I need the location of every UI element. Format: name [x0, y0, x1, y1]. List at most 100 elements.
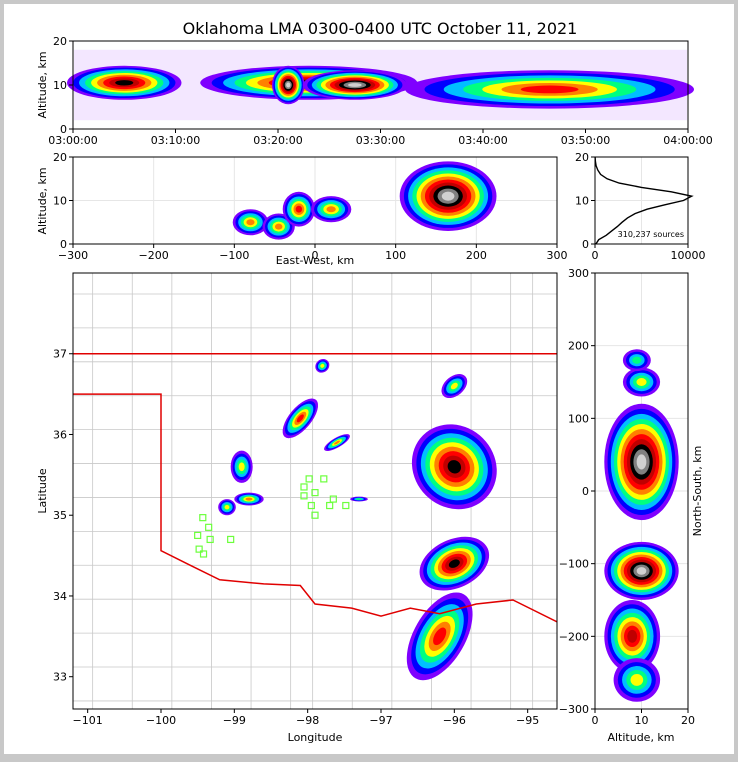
station-marker [300, 483, 308, 491]
histogram-axes: 0 10000 0 10 20 [575, 151, 706, 262]
east-west-ytick-label: 10 [53, 195, 67, 208]
station-marker [320, 475, 328, 483]
station-marker [199, 550, 208, 558]
plan-view-ytick-label: 34 [53, 590, 67, 603]
time-height-band-4-level-6 [520, 85, 579, 94]
time-height-xtick-label: 03:10:00 [151, 134, 200, 147]
time-height-ytick-label: 10 [53, 79, 67, 92]
north-south-xtick-label: 0 [592, 714, 599, 727]
figure-title: Oklahoma LMA 0300-0400 UTC October 11, 2… [183, 19, 578, 38]
plan-view-ytick-label: 33 [53, 671, 67, 684]
north-south-ytick-label: 100 [568, 412, 589, 425]
east-west-xtick-label: 300 [547, 249, 568, 262]
storm-cell-8-level-4 [238, 462, 245, 472]
plan-view-xtick-label: −95 [516, 714, 539, 727]
east-west-cell-0-level-5 [246, 219, 255, 226]
station-marker [326, 501, 334, 510]
north-south-ytick-label: 200 [568, 340, 589, 353]
time-height-ylabel: Altitude, km [36, 51, 49, 118]
station-marker [307, 501, 315, 510]
histogram-ytick-label: 10 [575, 195, 589, 208]
altitude-histogram-panel: 0 10000 0 10 20 310,237 sources [575, 151, 706, 262]
north-south-ylabel: North-South, km [691, 446, 704, 537]
east-west-density [232, 161, 497, 240]
plan-view-frame [72, 272, 558, 710]
east-west-xtick-label: −300 [58, 249, 88, 262]
time-height-density [67, 49, 694, 121]
station-marker [342, 501, 350, 510]
storm-cell-0-level-8 [447, 460, 462, 474]
north-south-xtick-label: 10 [635, 714, 649, 727]
source-count-annotation: 310,237 sources [618, 230, 684, 239]
histogram-line [594, 156, 694, 245]
north-south-xtick-label: 20 [681, 714, 695, 727]
east-west-xtick-label: 100 [385, 249, 406, 262]
storm-cell-10-level-3 [356, 498, 362, 501]
north-south-cell-3-level-4 [630, 673, 644, 686]
station-marker [195, 545, 203, 553]
storm-cell-9-level-4 [224, 504, 230, 510]
east-west-xtick-label: 0 [312, 249, 319, 262]
storm-cell-5-level-4 [320, 363, 325, 368]
plan-view-ytick-label: 36 [53, 428, 67, 441]
time-height-xtick-label: 03:40:00 [458, 134, 507, 147]
storm-cell-1-level-8 [448, 559, 460, 568]
station-marker [194, 531, 202, 540]
oklahoma-border [73, 352, 557, 623]
north-south-cell-2-level-7 [627, 629, 638, 643]
station-marker [206, 535, 214, 544]
time-height-band-2-level-10 [286, 82, 291, 88]
north-south-ytick-label: −100 [559, 558, 589, 571]
east-west-cell-2-level-6 [295, 205, 303, 213]
north-south-xlabel: Altitude, km [607, 731, 674, 744]
north-south-cell-5-level-3 [632, 356, 642, 364]
storm-cell-6-level-5 [334, 440, 340, 445]
north-south-axes: 0 10 20 −300 −200 −100 0 100 200 300 [559, 267, 695, 727]
east-west-ylabel: Altitude, km [36, 167, 49, 234]
north-south-cell-0-level-10 [636, 454, 647, 470]
east-west-panel: −300 −200 −100 0 100 200 300 0 10 20 East-West, k… [36, 151, 568, 267]
plan-view-ytick-label: 37 [53, 348, 67, 361]
plan-view-ylabel: Latitude [36, 468, 49, 514]
time-height-ytick-label: 20 [53, 35, 67, 48]
time-height-band-3-level-10 [348, 83, 362, 87]
lma-stations [194, 475, 350, 558]
time-height-band-0-level-8 [115, 80, 134, 86]
altitude-north-south-panel: 0 10 20 −300 −200 −100 0 100 200 300 Altitude, km… [559, 267, 704, 744]
time-height-xtick-label: 03:50:00 [561, 134, 610, 147]
east-west-ytick-label: 0 [60, 238, 67, 251]
east-west-xtick-label: −100 [219, 249, 249, 262]
east-west-xlabel: East-West, km [276, 254, 354, 267]
plan-view-xtick-label: −100 [146, 714, 176, 727]
storm-cell-4-level-6 [296, 414, 304, 423]
station-marker [227, 535, 235, 544]
storm-cell-2-level-6 [433, 627, 447, 646]
station-marker [329, 495, 337, 503]
histogram-ytick-label: 0 [582, 238, 589, 251]
histogram-xtick-label: 0 [592, 249, 599, 262]
north-south-cell-1-level-10 [636, 567, 647, 575]
station-marker [205, 523, 213, 531]
time-height-xtick-label: 03:00:00 [48, 134, 97, 147]
east-west-cell-4-level-10 [441, 191, 455, 201]
plan-view-ytick-label: 35 [53, 509, 67, 522]
plan-view-xtick-label: −98 [296, 714, 319, 727]
time-height-panel: 03:00:00 03:10:00 03:20:00 03:30:00 03:40:00… [36, 35, 713, 147]
north-south-ytick-label: 300 [568, 267, 589, 280]
plan-view-xtick-label: −101 [73, 714, 103, 727]
station-marker [300, 492, 308, 500]
north-south-ytick-label: −300 [559, 703, 589, 716]
plan-view-xtick-label: −96 [443, 714, 466, 727]
north-south-cell-4-level-4 [636, 378, 647, 386]
station-marker [311, 511, 319, 519]
plan-view-panel: −101 −100 −99 −98 −97 −96 −95 33 34 35 36 37 Longit… [36, 272, 558, 744]
station-marker [311, 489, 319, 497]
plan-view-density [218, 359, 497, 681]
north-south-ytick-label: −200 [559, 630, 589, 643]
north-south-density [604, 349, 679, 702]
time-height-xtick-label: 04:00:00 [663, 134, 712, 147]
time-height-axes: 03:00:00 03:10:00 03:20:00 03:30:00 03:40:00… [48, 35, 712, 147]
time-height-xtick-label: 03:20:00 [253, 134, 302, 147]
north-south-ytick-label: 0 [582, 485, 589, 498]
